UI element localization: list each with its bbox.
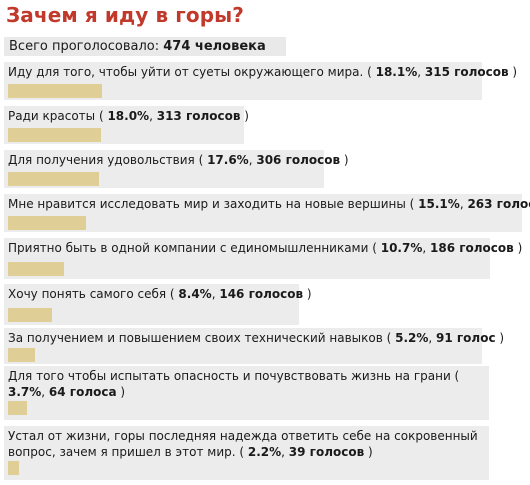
poll-option-text: Ради красоты ( 18.0%, 313 голосов ) (8, 109, 249, 123)
poll-option-votes: 263 голоса (467, 197, 530, 211)
poll-option-label: Иду для того, чтобы уйти от суеты окружа… (8, 65, 376, 79)
poll-option-percent: 17.6% (207, 153, 249, 167)
poll-option-label: Ради красоты ( (8, 109, 108, 123)
poll-option-percent: 18.1% (375, 65, 418, 79)
poll-option-percent: 2.2% (247, 445, 282, 459)
poll-option-text: Иду для того, чтобы уйти от суеты окружа… (8, 65, 518, 79)
total-votes-value: 474 человека (163, 39, 266, 54)
poll-option-percent: 5.2% (395, 331, 429, 345)
poll-option-bar (8, 401, 27, 415)
poll-option-label: Приятно быть в одной компании с единомыш… (8, 241, 381, 255)
total-votes-label: Всего проголосовало: (9, 39, 160, 54)
poll-option-percent: 10.7% (380, 241, 423, 255)
poll-option: Иду для того, чтобы уйти от суеты окружа… (4, 62, 518, 100)
total-votes: Всего проголосовало: 474 человека (4, 37, 286, 56)
poll-option-label: Для получения удовольствия ( (8, 153, 208, 167)
poll-option-votes: 39 голосов (288, 445, 365, 459)
poll-option-bar (8, 308, 52, 322)
poll-option: Ради красоты ( 18.0%, 313 голосов ) (4, 106, 249, 144)
poll-option-votes: 186 голосов (430, 241, 514, 255)
poll-option-votes: 315 голосов (424, 65, 509, 79)
poll-option-votes: 306 голосов (256, 153, 341, 167)
poll-option-percent: 15.1% (418, 197, 460, 211)
poll-option-text: Для получения удовольствия ( 17.6%, 306 … (8, 153, 349, 167)
poll-option: Для того чтобы испытать опасность и почу… (4, 366, 489, 420)
poll-option-bar (8, 348, 35, 362)
poll-option-percent: 8.4% (178, 287, 212, 301)
poll-title: Зачем я иду в горы? (6, 3, 244, 27)
poll-option: Устал от жизни, горы последняя надежда о… (4, 426, 489, 480)
poll-option-label: Устал от жизни, горы последняя надежда о… (8, 429, 478, 459)
poll-option-percent: 18.0% (107, 109, 150, 123)
poll-option-text: Устал от жизни, горы последняя надежда о… (8, 429, 478, 459)
poll-option: Для получения удовольствия ( 17.6%, 306 … (4, 150, 349, 188)
poll-option-text: Для того чтобы испытать опасность и почу… (8, 369, 460, 399)
poll-option: Хочу понять самого себя ( 8.4%, 146 голо… (4, 284, 312, 325)
poll-option-bar (8, 128, 101, 142)
poll-option-text: За получением и повышением своих техниче… (8, 331, 505, 345)
poll-option: Приятно быть в одной компании с единомыш… (4, 238, 523, 279)
poll-option-bar (8, 461, 19, 475)
poll-option: Мне нравится исследовать мир и заходить … (4, 194, 530, 232)
poll-option-label: Мне нравится исследовать мир и заходить … (8, 197, 419, 211)
poll-option-votes: 64 голоса (48, 385, 117, 399)
poll-option-label: За получением и повышением своих техниче… (8, 331, 396, 345)
poll-option-label: Хочу понять самого себя ( (8, 287, 179, 301)
poll-option-text: Приятно быть в одной компании с единомыш… (8, 241, 523, 255)
poll-option-bar (8, 172, 99, 186)
poll-option-bar (8, 262, 64, 276)
poll-option-text: Хочу понять самого себя ( 8.4%, 146 голо… (8, 287, 312, 301)
poll-option-bar (8, 216, 86, 230)
poll-option-label: Для того чтобы испытать опасность и почу… (8, 369, 460, 383)
poll-option-text: Мне нравится исследовать мир и заходить … (8, 196, 530, 212)
poll-option-percent: 3.7% (8, 385, 42, 399)
poll-option: За получением и повышением своих техниче… (4, 328, 505, 364)
poll-option-bar (8, 84, 102, 98)
poll-option-votes: 313 голосов (156, 109, 241, 123)
poll-option-votes: 91 голос (436, 331, 496, 345)
poll-option-votes: 146 голосов (219, 287, 304, 301)
